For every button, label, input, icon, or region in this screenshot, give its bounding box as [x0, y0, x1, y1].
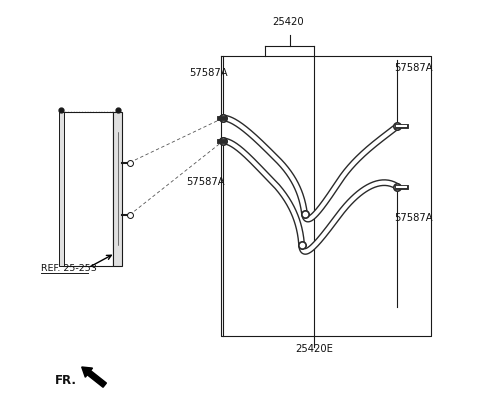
Text: 57587A: 57587A — [394, 63, 432, 73]
Text: 57587A: 57587A — [186, 177, 225, 187]
FancyArrow shape — [82, 367, 107, 387]
Text: 25420E: 25420E — [295, 344, 333, 354]
Text: 57587A: 57587A — [394, 213, 432, 223]
Text: 57587A: 57587A — [189, 68, 228, 78]
Bar — [113, 112, 122, 266]
Polygon shape — [63, 112, 113, 266]
Text: FR.: FR. — [55, 374, 77, 387]
Bar — [59, 112, 64, 266]
Text: REF. 25-253: REF. 25-253 — [41, 264, 97, 273]
Text: 25420: 25420 — [272, 17, 304, 27]
